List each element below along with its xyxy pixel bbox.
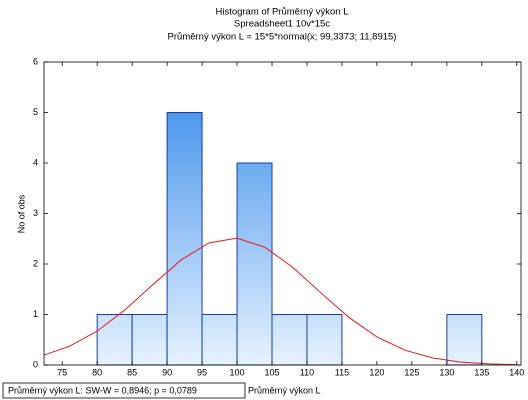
bar bbox=[236, 162, 273, 366]
bar bbox=[446, 314, 483, 366]
curve-label: Průměrný výkon L = 15*5*normal(x; 99,337… bbox=[168, 32, 397, 43]
bar bbox=[96, 314, 133, 366]
test-label: Průměrný výkon L: SW-W = 0,8946; p = 0,0… bbox=[8, 385, 197, 395]
y-tick-label: 2 bbox=[33, 258, 38, 268]
x-tick-label: 105 bbox=[264, 367, 279, 377]
y-axis-label: No of obs bbox=[16, 194, 26, 233]
x-tick-label: 90 bbox=[162, 367, 172, 377]
x-tick-label: 110 bbox=[300, 367, 314, 377]
bar bbox=[166, 112, 203, 366]
chart-title: Histogram of Průměrný výkon L bbox=[215, 7, 348, 18]
x-tick-label: 75 bbox=[57, 367, 67, 377]
y-tick-label: 5 bbox=[33, 107, 38, 117]
fit-curve bbox=[44, 237, 517, 365]
bar bbox=[131, 314, 168, 366]
y-tick-label: 3 bbox=[33, 208, 38, 218]
bar bbox=[201, 314, 238, 366]
x-tick-label: 85 bbox=[127, 367, 137, 377]
y-tick-label: 1 bbox=[33, 309, 38, 319]
test-box bbox=[2, 382, 246, 399]
x-tick-label: 100 bbox=[230, 367, 245, 377]
bar bbox=[306, 314, 343, 366]
x-tick-label: 80 bbox=[92, 367, 102, 377]
x-axis-label: Průměrný výkon L bbox=[248, 385, 321, 395]
chart-subtitle: Spreadsheet1 10v*15c bbox=[234, 19, 330, 30]
x-tick-label: 115 bbox=[335, 367, 349, 377]
x-tick-label: 95 bbox=[197, 367, 207, 377]
y-tick-label: 6 bbox=[33, 56, 38, 66]
bar bbox=[271, 314, 308, 366]
x-tick-label: 140 bbox=[509, 367, 524, 377]
x-tick-label: 130 bbox=[439, 367, 454, 377]
x-tick-label: 120 bbox=[369, 367, 384, 377]
y-tick-label: 0 bbox=[33, 359, 38, 369]
y-tick-label: 4 bbox=[33, 157, 38, 167]
x-tick-label: 125 bbox=[404, 367, 419, 377]
x-tick-label: 135 bbox=[474, 367, 489, 377]
